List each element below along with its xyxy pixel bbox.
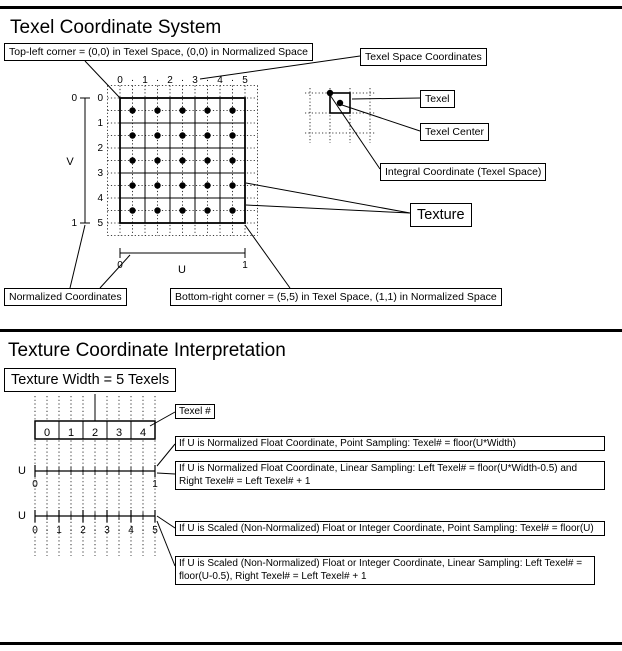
svg-text:·: · [45,525,48,536]
svg-text:4: 4 [97,193,103,204]
svg-text:·: · [117,525,120,536]
svg-text:1: 1 [56,525,62,536]
svg-text:·: · [131,75,134,86]
svg-text:·: · [206,75,209,86]
separator-mid [0,329,622,332]
svg-text:V: V [66,156,74,168]
svg-text:1: 1 [142,75,148,86]
svg-text:0: 0 [44,427,50,439]
separator-top [0,6,622,9]
svg-text:2: 2 [92,427,98,439]
svg-text:3: 3 [104,525,110,536]
svg-text:2: 2 [80,525,86,536]
svg-text:1: 1 [152,479,158,490]
svg-text:3: 3 [192,75,198,86]
section2-container: Texture Width = 5 Texels Texel # If U is… [0,366,622,636]
section1-title: Texel Coordinate System [10,17,622,39]
svg-text:1: 1 [68,427,74,439]
svg-text:1: 1 [71,218,77,229]
svg-text:0: 0 [97,93,103,104]
svg-text:0: 0 [117,75,123,86]
svg-text:4: 4 [128,525,134,536]
svg-text:·: · [69,525,72,536]
svg-text:·: · [141,525,144,536]
svg-text:U: U [178,264,186,276]
svg-text:0: 0 [71,93,77,104]
svg-text:5: 5 [97,218,103,229]
section1-svg: 0 · 1 · 2 · 3 · 4 · 5 0 1 2 3 4 5 V U [0,43,622,323]
svg-text:1: 1 [97,118,103,129]
svg-text:0: 0 [32,479,38,490]
svg-text:1: 1 [242,260,248,271]
svg-text:·: · [181,75,184,86]
svg-text:5: 5 [242,75,248,86]
section2-title: Texture Coordinate Interpretation [8,340,622,362]
svg-text:3: 3 [97,168,103,179]
svg-text:2: 2 [167,75,173,86]
svg-text:3: 3 [116,427,122,439]
svg-text:U: U [18,510,26,522]
svg-text:·: · [156,75,159,86]
svg-text:4: 4 [140,427,146,439]
svg-text:U: U [18,465,26,477]
section2-svg: 0 1 2 3 4 U 0 1 [0,366,622,636]
svg-text:2: 2 [97,143,103,154]
svg-text:0: 0 [32,525,38,536]
svg-text:·: · [93,525,96,536]
section1-container: Top-left corner = (0,0) in Texel Space, … [0,43,622,323]
separator-bottom [0,642,622,645]
svg-text:·: · [231,75,234,86]
svg-text:5: 5 [152,525,158,536]
